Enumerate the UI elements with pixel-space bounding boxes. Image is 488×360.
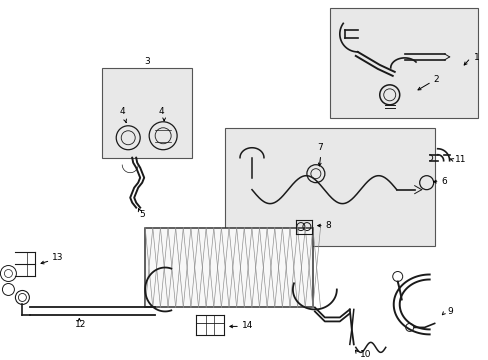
Text: 13: 13 [52,253,64,262]
Text: 6: 6 [441,177,447,186]
FancyBboxPatch shape [329,8,477,118]
FancyBboxPatch shape [145,228,312,307]
Text: 9: 9 [447,307,452,316]
Text: 4: 4 [119,107,125,116]
Text: 5: 5 [139,210,145,219]
Text: 10: 10 [359,350,370,359]
Text: 11: 11 [454,155,465,164]
Text: 7: 7 [316,143,322,152]
FancyBboxPatch shape [224,128,434,246]
FancyBboxPatch shape [102,68,192,158]
Text: 2: 2 [433,75,438,84]
Text: 12: 12 [75,320,86,329]
Text: 8: 8 [325,221,331,230]
Text: 1: 1 [472,53,478,62]
Text: 3: 3 [144,57,150,66]
Text: 14: 14 [242,321,253,330]
Text: 4: 4 [158,107,163,116]
